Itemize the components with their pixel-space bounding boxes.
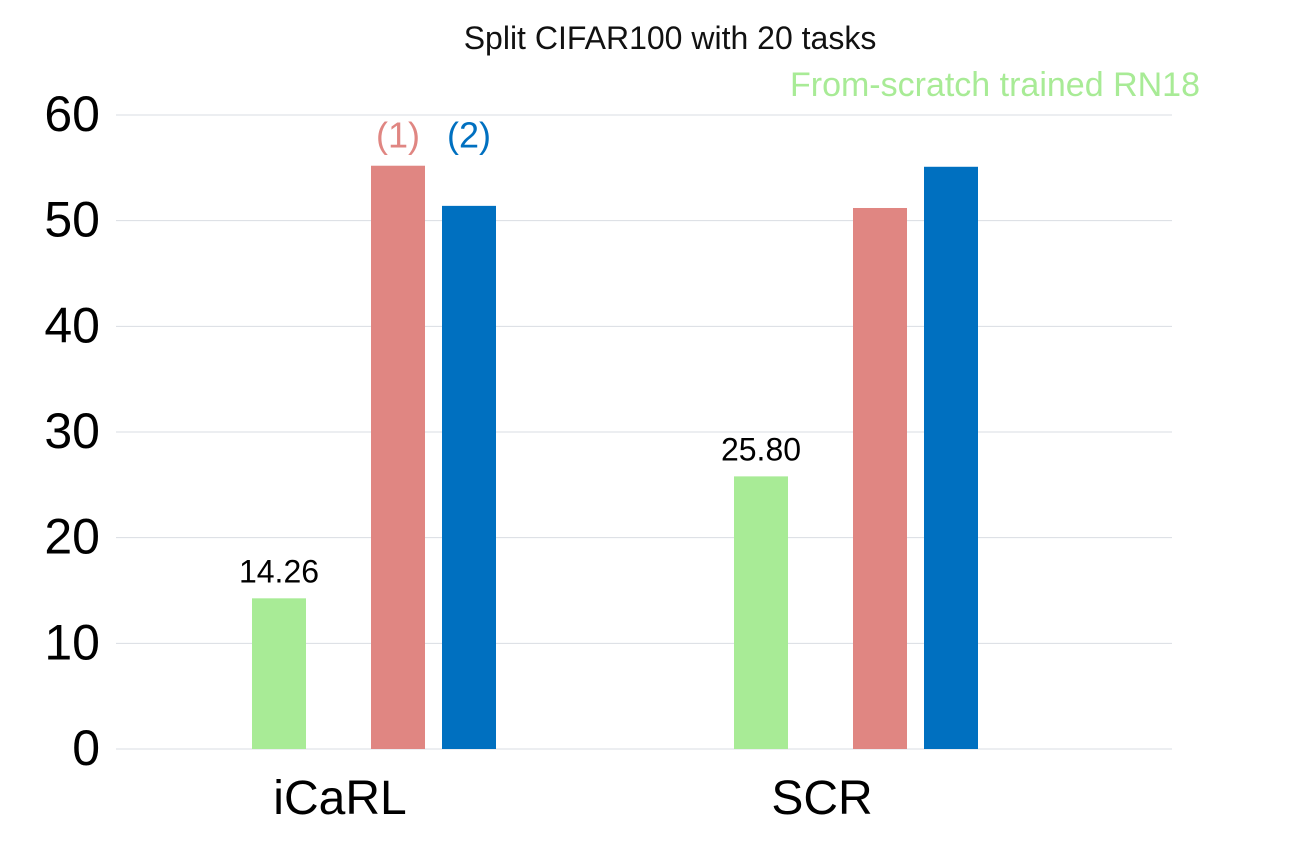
bar-scr-series-1	[734, 476, 788, 749]
x-tick-label: SCR	[771, 772, 872, 825]
data-label: 25.80	[721, 431, 801, 467]
y-tick-label: 0	[72, 720, 100, 776]
y-tick-label: 20	[44, 509, 100, 565]
y-tick-label: 60	[44, 86, 100, 142]
y-tick-label: 10	[44, 614, 100, 670]
bar-icarl-series-2	[371, 165, 425, 750]
bar-icarl-series-1	[252, 598, 306, 749]
data-label: 14.26	[239, 553, 319, 589]
y-tick-label: 50	[44, 192, 100, 248]
y-tick-label: 30	[44, 403, 100, 459]
series-label-from-scratch: From-scratch trained RN18	[789, 66, 1200, 104]
bar-scr-series-3	[924, 166, 978, 749]
bar-icarl-series-3	[442, 205, 496, 749]
y-tick-label: 40	[44, 297, 100, 353]
series-marker-2: (2)	[447, 115, 491, 156]
bar-scr-series-2	[853, 207, 907, 749]
chart-title: Split CIFAR100 with 20 tasks	[463, 20, 877, 56]
x-tick-label: iCaRL	[273, 772, 406, 825]
series-marker-1: (1)	[376, 115, 420, 156]
